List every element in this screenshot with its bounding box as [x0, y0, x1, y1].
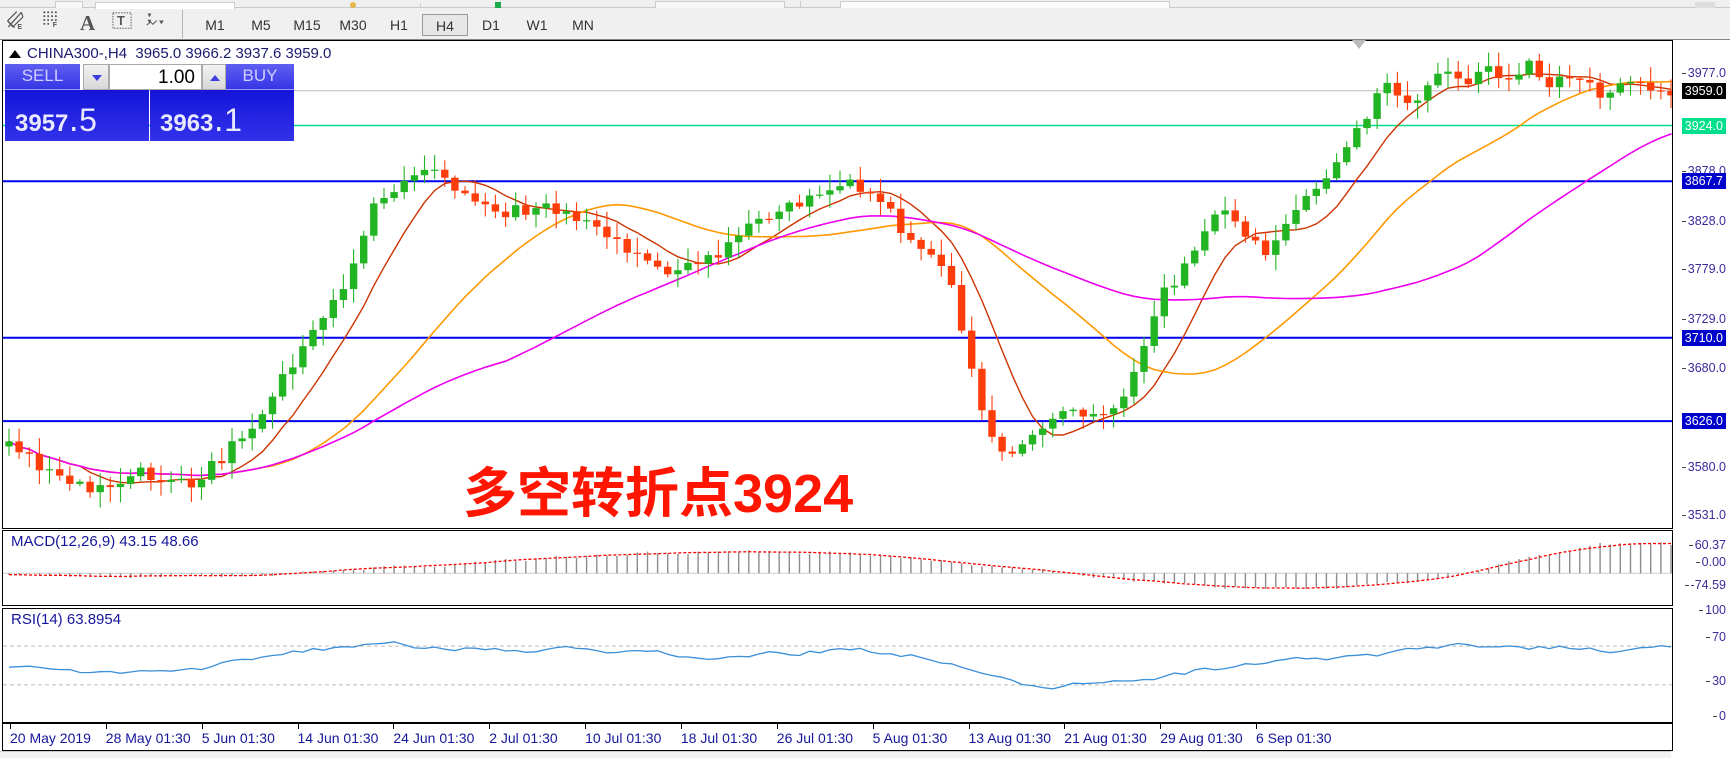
svg-text:F: F [53, 22, 57, 29]
svg-text:T: T [117, 13, 125, 28]
svg-text:E: E [18, 24, 23, 30]
